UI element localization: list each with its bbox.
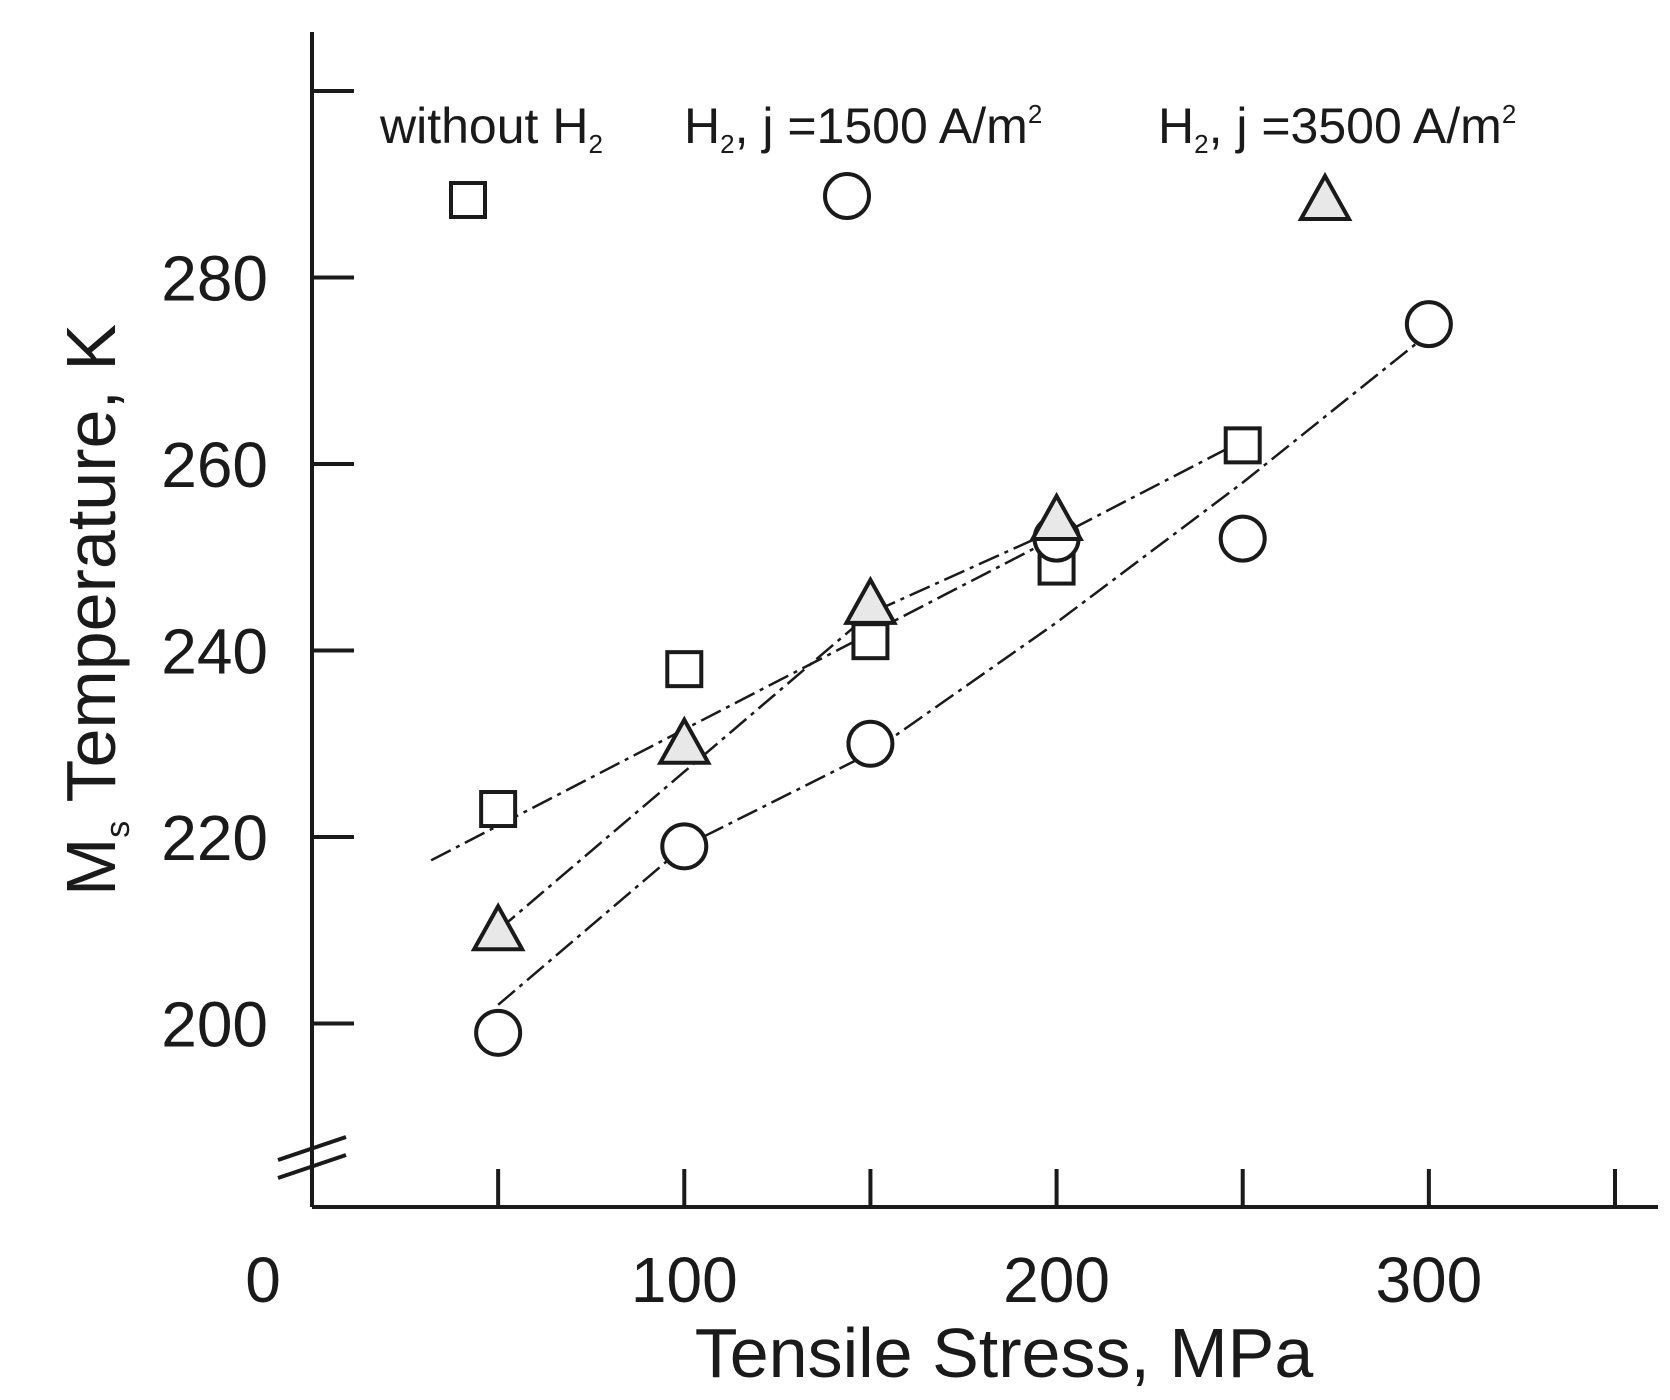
axes <box>277 32 1658 1209</box>
data-point-without_h2 <box>1223 426 1262 465</box>
y-axis-title: Ms Temperature, K <box>52 324 137 896</box>
y-axis-title-main: M <box>52 838 130 896</box>
y-axis-title-rest: Temperature, K <box>52 324 130 821</box>
fit-line-without_h2 <box>430 439 1244 862</box>
data-point-h2_3500 <box>656 715 712 765</box>
data-point-h2_3500 <box>843 575 898 625</box>
y-tick-label: 200 <box>161 989 268 1061</box>
x-tick-label: 0 <box>245 1244 281 1316</box>
data-point-without_h2 <box>479 790 518 829</box>
x-tick-label: 100 <box>631 1244 738 1316</box>
data-point-h2_1500 <box>474 1008 523 1057</box>
legend-marker-h2_3500 <box>1297 171 1353 221</box>
data-point-h2_3500 <box>1029 491 1084 541</box>
ticks: 0 100 200 300 200 220 240 260 280 <box>161 89 1617 1316</box>
legend: without H2 H2, j =1500 A/m2 H2, j =3500 A/… <box>379 98 1516 221</box>
data-point-h2_1500 <box>846 719 895 768</box>
y-tick-label: 280 <box>161 243 268 315</box>
legend-label-h2_1500: H2, j =1500 A/m2 <box>684 98 1042 159</box>
data-markers <box>470 300 1453 1057</box>
y-axis-title-sub: s <box>99 821 137 838</box>
y-tick-label: 240 <box>161 616 268 688</box>
legend-label-without_h2: without H2 <box>379 98 603 159</box>
fit-line-h2_1500 <box>497 332 1430 1006</box>
y-tick-label: 220 <box>161 802 268 874</box>
data-point-without_h2 <box>665 650 704 689</box>
legend-marker-without_h2 <box>449 181 487 219</box>
axis-break-mark <box>277 1153 347 1180</box>
data-point-h2_1500 <box>1218 514 1267 563</box>
fit-lines <box>430 332 1430 1006</box>
data-point-h2_1500 <box>660 822 709 871</box>
data-point-h2_1500 <box>1404 300 1453 349</box>
legend-marker-h2_1500 <box>823 172 871 220</box>
data-point-without_h2 <box>851 622 890 661</box>
axis-break-mark <box>277 1135 347 1162</box>
x-axis-title: Tensile Stress, MPa <box>695 1314 1314 1392</box>
x-tick-label: 300 <box>1375 1244 1482 1316</box>
x-tick-label: 200 <box>1003 1244 1110 1316</box>
legend-label-h2_3500: H2, j =3500 A/m2 <box>1158 98 1516 159</box>
fit-line-h2_3500 <box>497 528 1058 932</box>
y-tick-label: 260 <box>161 429 268 501</box>
data-point-h2_3500 <box>470 902 526 952</box>
